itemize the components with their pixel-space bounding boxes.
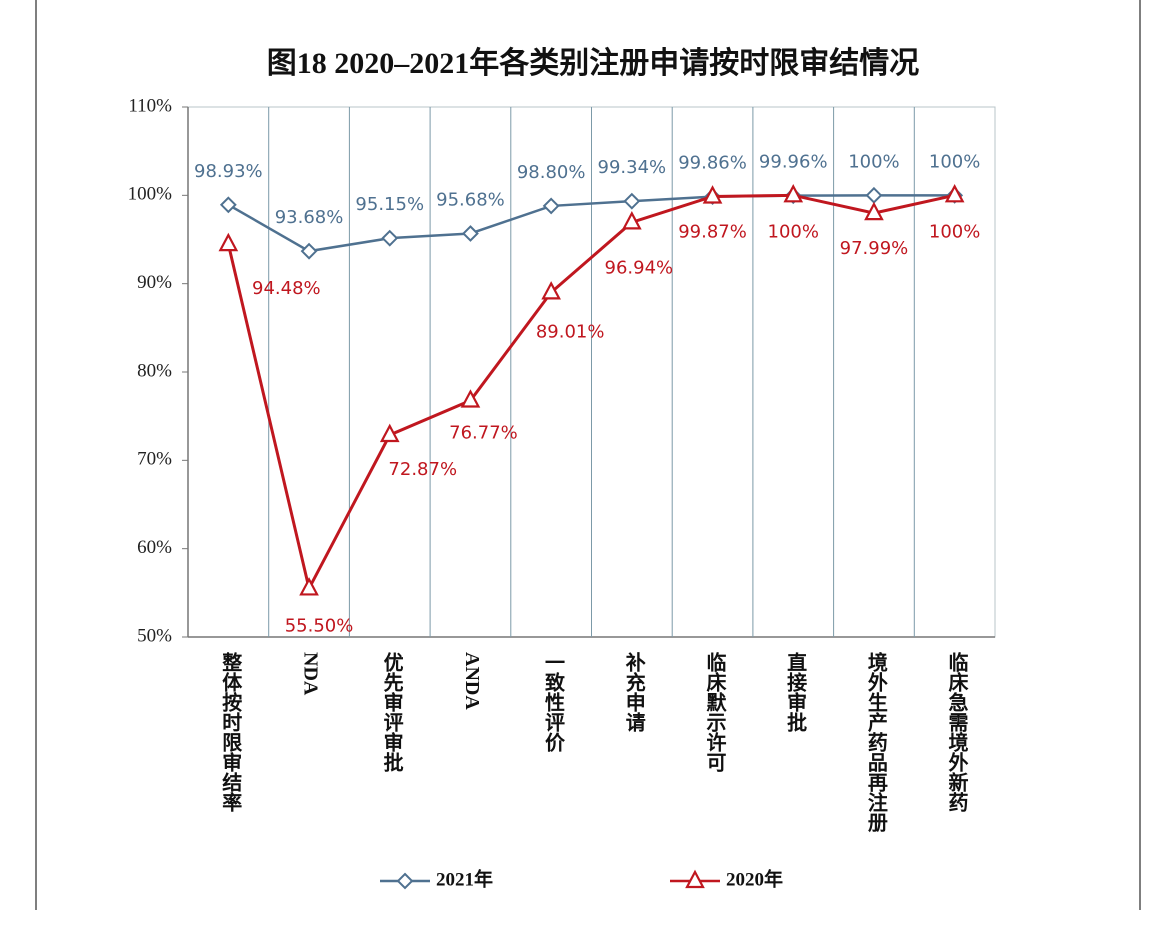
marker bbox=[379, 423, 400, 443]
marker bbox=[462, 225, 479, 242]
x-tick-label: NDA bbox=[299, 652, 321, 696]
x-tick-label: 补充申请 bbox=[622, 651, 646, 733]
value-label: 100% bbox=[768, 221, 819, 242]
marker bbox=[783, 183, 804, 203]
marker bbox=[864, 201, 884, 221]
y-tick-label: 70% bbox=[137, 449, 172, 470]
value-label: 76.77% bbox=[449, 423, 518, 444]
x-tick-label: 临床急需境外新药 bbox=[945, 651, 968, 812]
marker bbox=[381, 229, 399, 247]
x-tick-label: 临床默示许可 bbox=[703, 651, 726, 772]
x-tick-label: 整体按时限审结率 bbox=[219, 651, 243, 813]
value-label: 95.15% bbox=[355, 194, 424, 215]
value-label: 97.99% bbox=[840, 238, 909, 259]
marker bbox=[299, 577, 319, 596]
legend-label: 2021年 bbox=[436, 867, 493, 890]
marker bbox=[685, 869, 705, 889]
x-tick-label: 境外生产药品再注册 bbox=[864, 651, 887, 833]
x-tick-label: ANDA bbox=[461, 652, 483, 710]
x-tick-label: 优先审评审批 bbox=[380, 651, 403, 772]
marker bbox=[542, 197, 560, 215]
marker bbox=[622, 211, 642, 230]
marker bbox=[300, 242, 318, 260]
value-label: 98.93% bbox=[194, 161, 263, 182]
legend-label: 2020年 bbox=[726, 867, 783, 890]
value-label: 99.86% bbox=[678, 153, 747, 174]
value-label: 95.68% bbox=[436, 189, 505, 210]
value-label: 98.80% bbox=[517, 162, 586, 183]
chart-title: 图18 2020–2021年各类别注册申请按时限审结情况 bbox=[267, 46, 920, 80]
x-tick-label: 直接审批 bbox=[784, 651, 807, 732]
y-tick-label: 90% bbox=[137, 272, 172, 293]
marker bbox=[218, 232, 239, 252]
value-label: 99.87% bbox=[678, 221, 747, 242]
marker bbox=[944, 183, 965, 203]
value-label: 94.48% bbox=[252, 278, 321, 299]
x-tick-label: 一致性评价 bbox=[542, 652, 565, 753]
value-label: 55.50% bbox=[285, 615, 354, 636]
value-label: 99.96% bbox=[759, 152, 828, 173]
value-label: 99.34% bbox=[598, 157, 667, 178]
value-label: 93.68% bbox=[275, 207, 344, 228]
y-tick-label: 100% bbox=[128, 184, 173, 205]
value-label: 100% bbox=[929, 151, 980, 172]
value-label: 96.94% bbox=[605, 257, 674, 278]
value-label: 89.01% bbox=[536, 321, 605, 342]
marker bbox=[623, 192, 641, 210]
y-tick-label: 80% bbox=[137, 360, 172, 381]
y-tick-label: 60% bbox=[137, 537, 172, 558]
series-line bbox=[227, 194, 955, 253]
marker bbox=[219, 196, 237, 214]
y-tick-label: 50% bbox=[137, 625, 172, 646]
marker bbox=[396, 872, 414, 890]
y-tick-label: 110% bbox=[128, 95, 172, 116]
value-label: 100% bbox=[848, 151, 899, 172]
series-line bbox=[226, 193, 955, 593]
value-label: 72.87% bbox=[388, 459, 457, 480]
value-label: 100% bbox=[929, 221, 980, 242]
marker bbox=[702, 185, 723, 204]
marker bbox=[541, 281, 561, 300]
marker bbox=[460, 389, 481, 408]
